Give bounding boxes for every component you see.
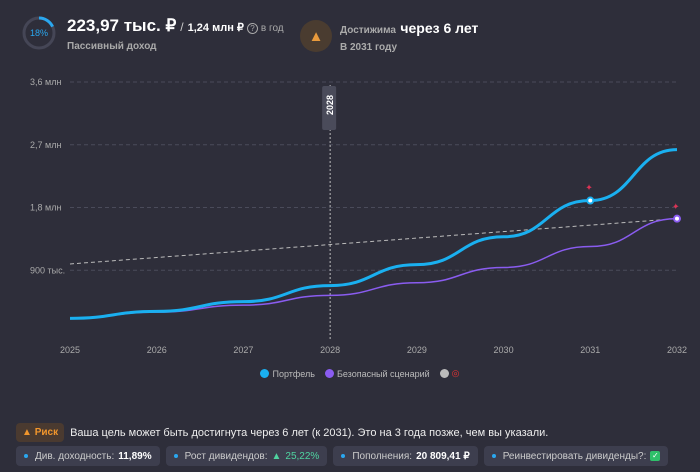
risk-row: ▲ Риск Ваша цель может быть достигнута ч…	[16, 423, 548, 442]
legend: Портфель Безопасный сценарий ◎	[0, 368, 700, 379]
reach-summary: ▲ Достижима через 6 лет В 2031 году	[300, 20, 478, 53]
chip-label: Див. доходность:	[35, 450, 115, 462]
legend-safe[interactable]: Безопасный сценарий	[324, 368, 430, 379]
warning-icon: ▲	[300, 20, 332, 52]
y-tick-label: 3,6 млн	[30, 77, 61, 87]
target-value: 1,24 млн ₽	[187, 22, 244, 34]
marker-label: 2028	[325, 95, 335, 115]
chip-yield[interactable]: Див. доходность: 11,89%	[16, 446, 160, 466]
marker-flag	[322, 86, 337, 130]
x-tick-label: 2028	[320, 345, 340, 355]
income-value: 223,97 тыс. ₽	[67, 16, 177, 35]
party-icon: ✦	[672, 202, 680, 212]
x-tick-label: 2027	[233, 345, 253, 355]
x-tick-label: 2029	[407, 345, 427, 355]
chip-label: Рост дивидендов:	[184, 450, 268, 462]
x-tick-label: 2025	[60, 345, 80, 355]
chip-label: Пополнения:	[352, 450, 413, 462]
legend-goal[interactable]: ◎	[439, 368, 460, 379]
reach-value: через 6 лет	[400, 20, 479, 36]
risk-message: Ваша цель может быть достигнута через 6 …	[70, 426, 549, 439]
safe-series-line	[69, 217, 678, 320]
goal-line	[69, 218, 678, 265]
params-row: Див. доходность: 11,89% Рост дивидендов: ▲…	[16, 446, 669, 466]
chip-topup[interactable]: Пополнения: 20 809,41 ₽	[333, 446, 478, 466]
arrow-up-icon: ▲	[271, 450, 282, 462]
y-tick-label: 900 тыс.	[30, 265, 65, 275]
chip-label: Реинвестировать дивиденды?:	[502, 450, 647, 462]
chip-value: 20 809,41 ₽	[416, 450, 470, 462]
income-caption: Пассивный доход	[67, 41, 157, 52]
target-icon: ◎	[451, 368, 460, 378]
legend-label: Портфель	[272, 368, 315, 379]
legend-portfolio[interactable]: Портфель	[260, 368, 315, 379]
separator: /	[180, 20, 184, 34]
chip-reinvest[interactable]: Реинвестировать дивиденды?: ✓	[483, 446, 669, 466]
reach-prefix: Достижима	[340, 25, 396, 36]
help-icon[interactable]: ?	[246, 23, 258, 34]
risk-badge: ▲ Риск	[16, 423, 65, 442]
safe-goal-point	[673, 214, 681, 223]
reach-year: В 2031 году	[340, 42, 398, 53]
x-tick-label: 2031	[580, 345, 600, 355]
projection-chart: 900 тыс. 1,8 млн 2,7 млн 3,6 млн 2025 2026 202…	[30, 77, 687, 355]
chip-value: 11,89%	[118, 450, 152, 462]
party-icon: ✦	[585, 183, 593, 193]
legend-label: Безопасный сценарий	[336, 368, 430, 379]
y-tick-label: 1,8 млн	[30, 203, 61, 213]
x-tick-label: 2030	[494, 345, 514, 355]
y-tick-label: 2,7 млн	[30, 140, 61, 150]
income-summary: 18% 223,97 тыс. ₽/1,24 млн ₽? в год Пасси…	[22, 16, 284, 52]
x-tick-label: 2032	[667, 345, 687, 355]
checkbox-checked[interactable]: ✓	[650, 451, 661, 461]
period-label: в год	[260, 23, 284, 34]
portfolio-series-line	[69, 148, 678, 320]
chip-value: 25,22%	[285, 450, 320, 462]
x-tick-label: 2026	[147, 345, 167, 355]
portfolio-goal-point	[586, 196, 595, 205]
progress-ring: 18%	[22, 16, 56, 50]
chip-growth[interactable]: Рост дивидендов: ▲ 25,22%	[165, 446, 328, 466]
progress-label: 18%	[29, 28, 48, 38]
